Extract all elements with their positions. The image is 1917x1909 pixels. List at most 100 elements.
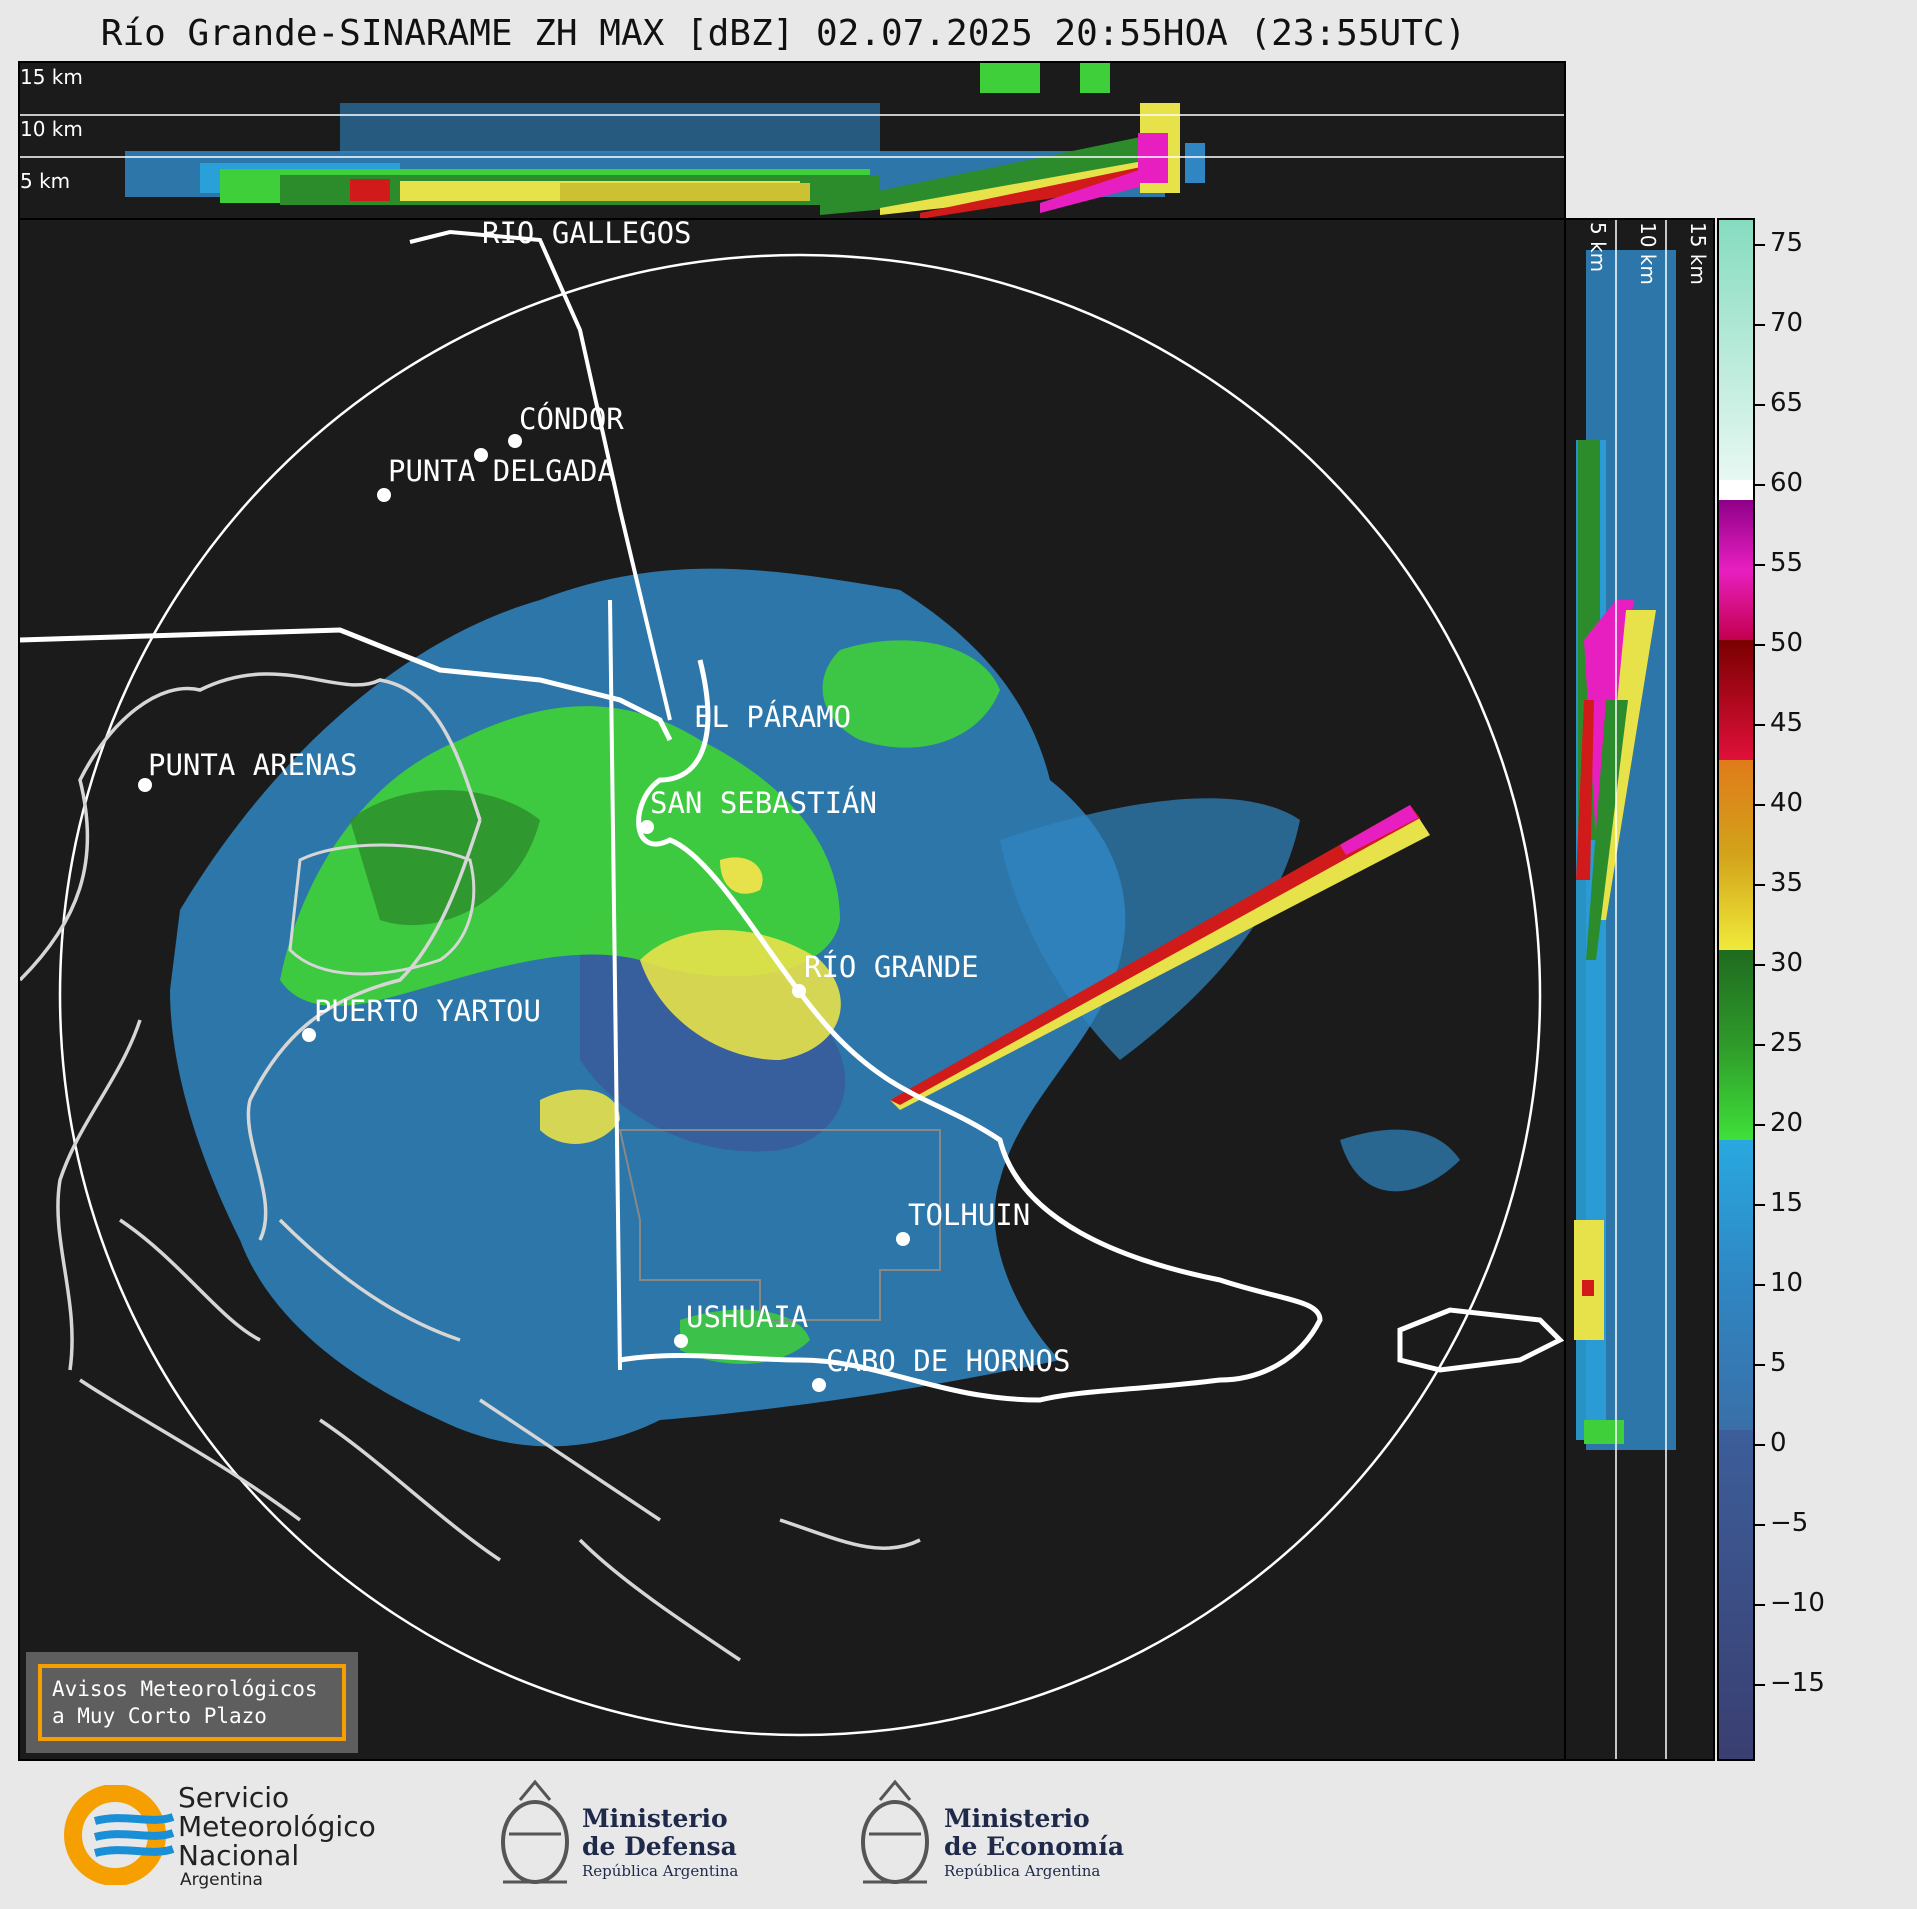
city-dot-ushuaia <box>674 1334 688 1348</box>
city-dot-punta-delgada <box>377 488 391 502</box>
cb-label-0: 0 <box>1770 1428 1787 1458</box>
city-dot-tolhuin <box>896 1232 910 1246</box>
city-condor: CÓNDOR <box>519 402 624 436</box>
cb-label-40: 40 <box>1770 788 1804 818</box>
cb-label-minus15: −15 <box>1770 1668 1825 1698</box>
side-km-label-15: 15 km <box>1686 222 1710 285</box>
cb-tick <box>1755 1124 1765 1126</box>
city-puerto-yartou: PUERTO YARTOU <box>314 994 541 1028</box>
cb-label-60: 60 <box>1770 468 1804 498</box>
cb-label-25: 25 <box>1770 1028 1804 1058</box>
city-punta-delgada: PUNTA DELGADA <box>388 454 615 488</box>
km-label-10: 10 km <box>20 117 83 141</box>
smn-line-3: Nacional <box>178 1839 300 1872</box>
cb-segment-60-77 <box>1719 220 1753 480</box>
cb-tick <box>1755 1284 1765 1286</box>
side-profile-echoes <box>1574 220 1676 1759</box>
defensa-line-1: Ministerio <box>582 1804 728 1833</box>
dbz-colorbar <box>1717 218 1755 1761</box>
top-profile-echoes <box>20 63 1564 218</box>
city-punta-arenas: PUNTA ARENAS <box>148 748 358 782</box>
cb-segment-0-18 <box>1719 1140 1753 1430</box>
city-dot-punta-arenas <box>138 778 152 792</box>
economia-line-3: República Argentina <box>944 1862 1101 1880</box>
km-label-5: 5 km <box>20 169 71 193</box>
city-el-paramo: EL PÁRAMO <box>694 700 852 734</box>
economia-line-2: de Economía <box>944 1832 1125 1861</box>
city-dot-condor <box>508 434 522 448</box>
smn-line-1: Servicio <box>178 1781 290 1814</box>
city-dot-cabo-de-hornos <box>812 1378 826 1392</box>
cb-segment-18-30 <box>1719 950 1753 1140</box>
cb-tick <box>1755 1044 1765 1046</box>
smn-line-2: Meteorológico <box>178 1810 376 1843</box>
defensa-line-3: República Argentina <box>582 1862 739 1880</box>
defensa-logo-text: Ministerio de Defensa República Argentin… <box>582 1805 738 1881</box>
economia-seal-icon <box>855 1772 935 1897</box>
radar-map: RÍO GALLEGOS CÓNDOR PUNTA DELGADA EL PÁR… <box>18 218 1566 1761</box>
cb-label-30: 30 <box>1770 948 1804 978</box>
cb-label-10: 10 <box>1770 1268 1804 1298</box>
cb-tick <box>1755 1204 1765 1206</box>
city-dot-rio-grande <box>792 984 806 998</box>
aviso-line-1: Avisos Meteorológicos <box>52 1677 318 1701</box>
cb-label-35: 35 <box>1770 868 1804 898</box>
cb-tick <box>1755 244 1765 246</box>
aviso-badge: Avisos Meteorológicos a Muy Corto Plazo <box>26 1652 358 1753</box>
cb-tick <box>1755 884 1765 886</box>
side-km-label-10: 10 km <box>1636 222 1660 285</box>
city-dot-puerto-yartou <box>302 1028 316 1042</box>
cb-tick <box>1755 964 1765 966</box>
cb-tick <box>1755 644 1765 646</box>
city-tolhuin: TOLHUIN <box>908 1198 1031 1232</box>
top-height-profile: 15 km 10 km 5 km <box>18 61 1566 220</box>
cb-segment-white <box>1719 480 1753 500</box>
cb-tick <box>1755 404 1765 406</box>
cb-tick <box>1755 324 1765 326</box>
smn-logo-icon <box>55 1785 175 1885</box>
defensa-line-2: de Defensa <box>582 1832 737 1861</box>
cb-tick <box>1755 1684 1765 1686</box>
cb-label-50: 50 <box>1770 628 1804 658</box>
city-rio-gallegos: RÍO GALLEGOS <box>482 218 692 250</box>
cb-label-75: 75 <box>1770 228 1804 258</box>
cb-tick <box>1755 1444 1765 1446</box>
economia-logo-text: Ministerio de Economía República Argenti… <box>944 1805 1124 1881</box>
cb-tick <box>1755 1524 1765 1526</box>
city-san-sebastian: SAN SEBASTIÁN <box>650 786 877 820</box>
cb-label-65: 65 <box>1770 388 1804 418</box>
economia-line-1: Ministerio <box>944 1804 1090 1833</box>
city-dot-san-sebastian <box>640 820 654 834</box>
aviso-line-2: a Muy Corto Plazo <box>52 1704 267 1728</box>
cb-segment-50-58 <box>1719 500 1753 640</box>
radar-echo-layer <box>20 229 1564 1737</box>
cb-tick <box>1755 724 1765 726</box>
cb-label-15: 15 <box>1770 1188 1804 1218</box>
smn-line-4: Argentina <box>180 1870 263 1890</box>
cb-label-minus10: −10 <box>1770 1588 1825 1618</box>
km-label-15: 15 km <box>20 65 83 89</box>
cb-label-45: 45 <box>1770 708 1804 738</box>
cb-label-minus5: −5 <box>1770 1508 1809 1538</box>
city-cabo-de-hornos: CABO DE HORNOS <box>826 1344 1071 1378</box>
side-km-label-5: 5 km <box>1586 222 1610 273</box>
aviso-badge-frame: Avisos Meteorológicos a Muy Corto Plazo <box>38 1664 346 1741</box>
cb-tick <box>1755 804 1765 806</box>
cb-tick <box>1755 1364 1765 1366</box>
cb-segment-30-42 <box>1719 760 1753 950</box>
city-dot-rio-gallegos <box>474 448 488 462</box>
city-ushuaia: USHUAIA <box>686 1300 809 1334</box>
page-title: Río Grande-SINARAME ZH MAX [dBZ] 02.07.2… <box>100 13 1467 54</box>
cb-label-20: 20 <box>1770 1108 1804 1138</box>
cb-label-5: 5 <box>1770 1348 1787 1378</box>
cb-label-55: 55 <box>1770 548 1804 578</box>
side-height-profile: 5 km 10 km 15 km <box>1564 218 1715 1761</box>
cb-tick <box>1755 564 1765 566</box>
cb-tick <box>1755 1604 1765 1606</box>
cb-label-70: 70 <box>1770 308 1804 338</box>
defensa-seal-icon <box>495 1772 575 1897</box>
city-rio-grande: RÍO GRANDE <box>804 950 979 984</box>
smn-logo-text: Servicio Meteorológico Nacional Argentin… <box>178 1783 376 1890</box>
cb-segment-42-50 <box>1719 640 1753 760</box>
cb-tick <box>1755 484 1765 486</box>
